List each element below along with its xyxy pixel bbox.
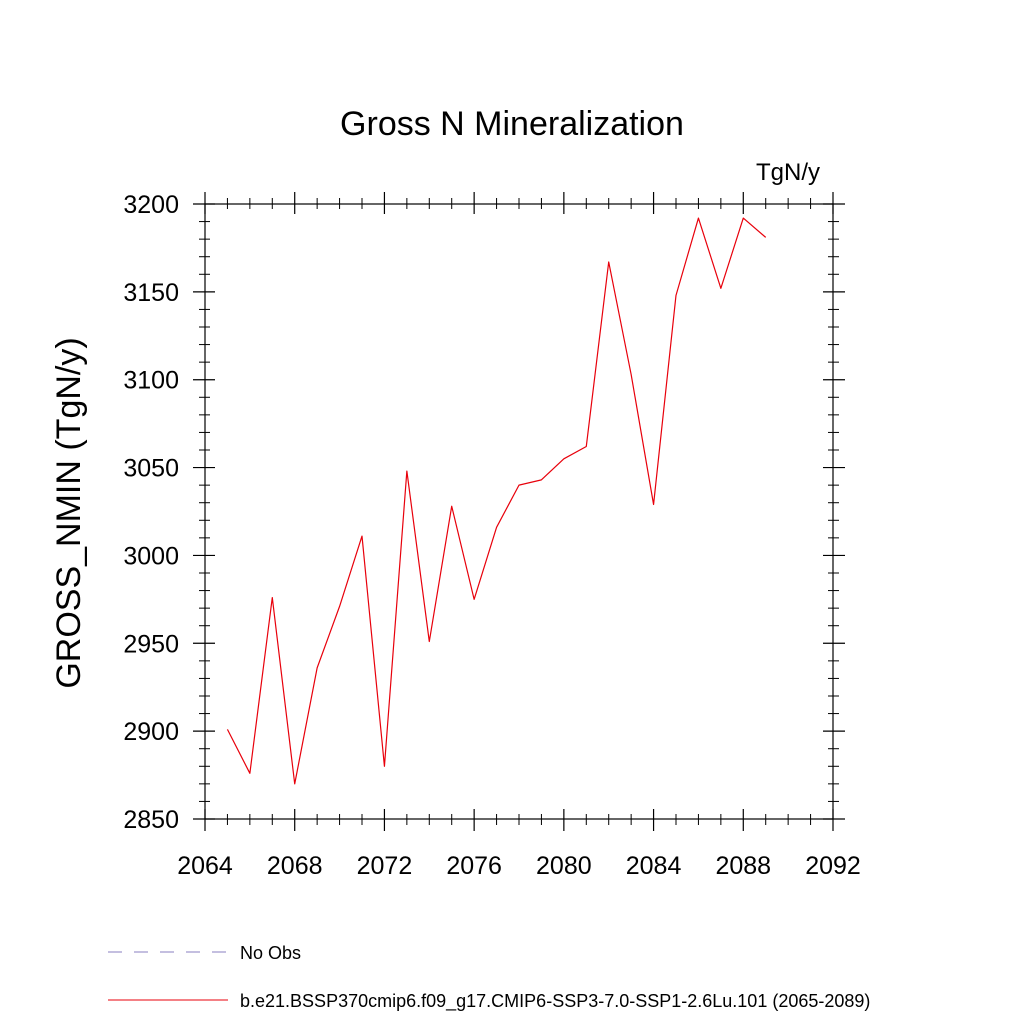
x-tick-label: 2076 — [446, 852, 502, 880]
y-tick-label: 3100 — [123, 367, 179, 395]
x-tick-label: 2072 — [357, 852, 413, 880]
y-tick-label: 2950 — [123, 630, 179, 658]
y-tick-label: 3050 — [123, 455, 179, 483]
axes — [204, 203, 834, 820]
y-tick-label: 2900 — [123, 718, 179, 746]
legend: No Obs b.e21.BSSP370cmip6.f09_g17.CMIP6-S… — [108, 943, 870, 1012]
legend-label: No Obs — [240, 943, 301, 963]
chart-title: Gross N Mineralization — [340, 105, 684, 143]
units-label: TgN/y — [756, 159, 820, 186]
x-tick-label: 2084 — [626, 852, 682, 880]
x-tick-label: 2092 — [805, 852, 861, 880]
x-tick-label: 2088 — [715, 852, 771, 880]
x-tick-label: 2068 — [267, 852, 323, 880]
ticks: 2064 2068 2072 2076 2080 2084 2088 2092 2850 2900… — [123, 191, 860, 880]
x-tick-label: 2064 — [177, 852, 233, 880]
y-tick-label: 3000 — [123, 542, 179, 570]
series-line-0 — [226, 217, 767, 785]
y-tick-label: 2850 — [123, 806, 179, 834]
y-axis-label: GROSS_NMIN (TgN/y) — [50, 337, 88, 688]
plot-frame — [204, 203, 834, 820]
x-tick-label: 2080 — [536, 852, 592, 880]
plot-area — [226, 217, 767, 785]
y-tick-label: 3150 — [123, 279, 179, 307]
y-tick-label: 3200 — [123, 191, 179, 219]
legend-label: b.e21.BSSP370cmip6.f09_g17.CMIP6-SSP3-7.… — [240, 991, 870, 1012]
